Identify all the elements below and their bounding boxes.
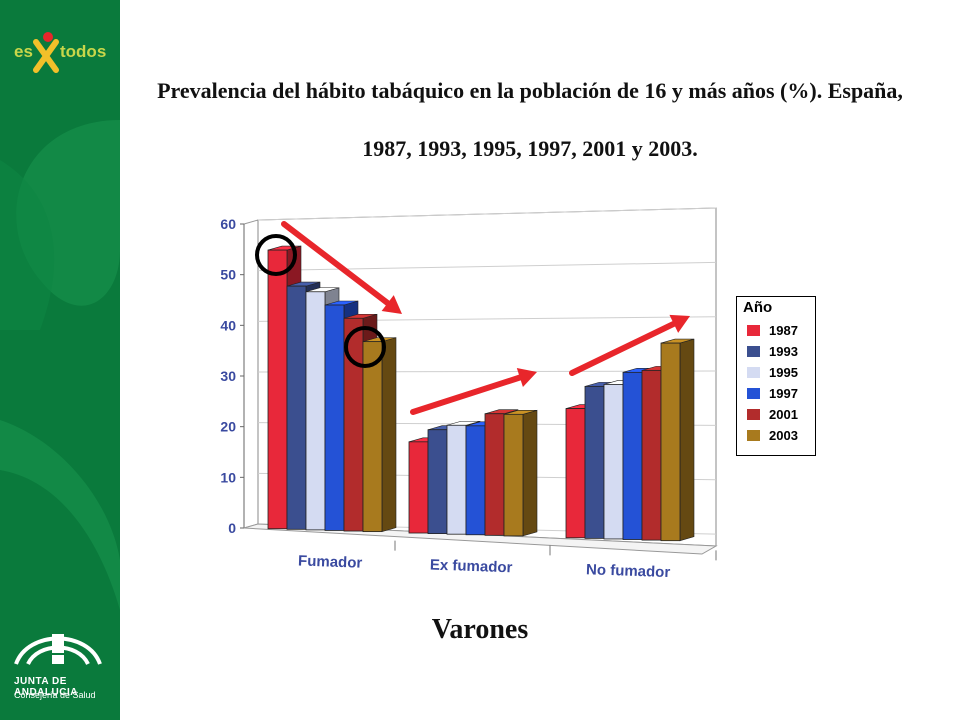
brand-logo-text-left: es [14, 42, 33, 61]
brand-logo-es-por-todos: es todos [8, 30, 112, 74]
arrow-down-head [381, 295, 402, 314]
bar-2-1 [584, 385, 605, 539]
legend-label: 2001 [769, 407, 798, 422]
legend-label: 1993 [769, 344, 798, 359]
legend-label: 1995 [769, 365, 798, 380]
arrow-up-middle-shaft [410, 374, 523, 415]
legend-item: 2003 [747, 426, 817, 446]
bar-0-2 [305, 291, 326, 531]
sidebar-panel: es todos JUNTA DE ANDALUCIA Consejería d… [0, 0, 120, 720]
arrow-up-middle-head [516, 368, 537, 388]
bar-2-5 [660, 342, 681, 542]
legend-swatch [747, 409, 760, 420]
chart-legend: Año 1987 1993 1995 1997 2001 2003 [736, 296, 816, 456]
brand-logo-text-right: todos [60, 42, 107, 61]
legend-item: 1993 [747, 342, 817, 362]
junta-andalucia-logo: JUNTA DE ANDALUCIA Consejería de Salud [8, 620, 118, 710]
chart-side-wall [243, 219, 259, 529]
junta-emblem-icon [14, 634, 102, 666]
legend-item: 1997 [747, 384, 817, 404]
bar-2-4 [641, 369, 662, 541]
bar-side [679, 338, 695, 542]
bar-1-4 [484, 413, 505, 536]
annotation-circle [255, 234, 297, 276]
legend-swatch [747, 325, 760, 336]
bar-2-2 [603, 384, 624, 540]
y-tick-label: 20 [220, 419, 236, 435]
x-category-label: Fumador [298, 553, 363, 572]
bar-1-5 [503, 413, 524, 537]
gridline [257, 261, 717, 272]
bar-chart-3d: 0 10 20 30 40 50 60 Fumador Ex fumador No fumador [220, 207, 718, 581]
y-tick-label: 50 [220, 267, 236, 283]
legend-item: 1995 [747, 363, 817, 383]
annotation-circle [344, 326, 386, 368]
y-tick-label: 40 [220, 317, 236, 333]
legend-label: 1987 [769, 323, 798, 338]
bar-1-1 [427, 429, 448, 535]
legend-swatch [747, 430, 760, 441]
junta-logo-line1: JUNTA DE ANDALUCIA [14, 676, 78, 698]
bar-0-3 [324, 304, 345, 531]
arrow-up-right-shaft [569, 320, 677, 376]
y-tick-label: 30 [220, 368, 236, 384]
y-tick-label: 10 [220, 469, 236, 485]
y-tick-label: 60 [220, 216, 236, 232]
bar-1-0 [408, 441, 429, 534]
bar-1-3 [465, 425, 486, 536]
y-tick-label: 0 [228, 520, 236, 536]
sidebar-decorative-shape [0, 120, 120, 610]
bar-side [381, 337, 397, 533]
bar-2-3 [622, 371, 643, 540]
bar-side [522, 409, 538, 537]
junta-logo-line2: Consejería de Salud [14, 690, 96, 700]
bar-2-0 [565, 408, 586, 539]
legend-swatch [747, 346, 760, 357]
legend-item: 2001 [747, 405, 817, 425]
legend-label: 1997 [769, 386, 798, 401]
legend-swatch [747, 367, 760, 378]
x-category-label: No fumador [586, 561, 671, 581]
legend-swatch [747, 388, 760, 399]
slide-subtitle: Varones [431, 614, 529, 645]
arrow-up-right-head [669, 314, 690, 333]
chart-floor [243, 523, 718, 555]
bar-0-1 [286, 285, 307, 530]
legend-item: 1987 [747, 321, 817, 341]
arrow-down-shaft [281, 221, 391, 307]
person-x-icon [33, 32, 59, 73]
bar-0-0 [267, 249, 288, 530]
slide-title: Prevalencia del hábito tabáquico en la p… [157, 78, 903, 161]
legend-label: 2003 [769, 428, 798, 443]
legend-title: Año [743, 299, 773, 316]
gridline [257, 207, 717, 221]
bar-1-2 [446, 424, 467, 535]
x-category-label: Ex fumador [430, 556, 513, 576]
bar-0-5 [362, 341, 383, 533]
